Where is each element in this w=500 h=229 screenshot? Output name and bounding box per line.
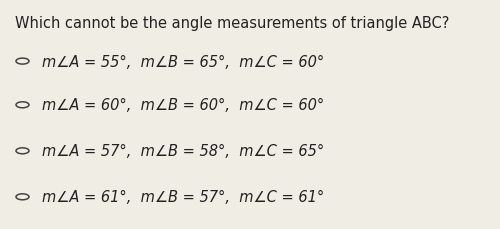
Text: m∠A = 57°,  m∠B = 58°,  m∠C = 65°: m∠A = 57°, m∠B = 58°, m∠C = 65°	[42, 144, 325, 159]
Text: m∠A = 60°,  m∠B = 60°,  m∠C = 60°: m∠A = 60°, m∠B = 60°, m∠C = 60°	[42, 98, 325, 113]
Text: m∠A = 55°,  m∠B = 65°,  m∠C = 60°: m∠A = 55°, m∠B = 65°, m∠C = 60°	[42, 54, 325, 69]
Text: Which cannot be the angle measurements of triangle ABC?: Which cannot be the angle measurements o…	[15, 16, 450, 31]
Text: m∠A = 61°,  m∠B = 57°,  m∠C = 61°: m∠A = 61°, m∠B = 57°, m∠C = 61°	[42, 189, 325, 204]
